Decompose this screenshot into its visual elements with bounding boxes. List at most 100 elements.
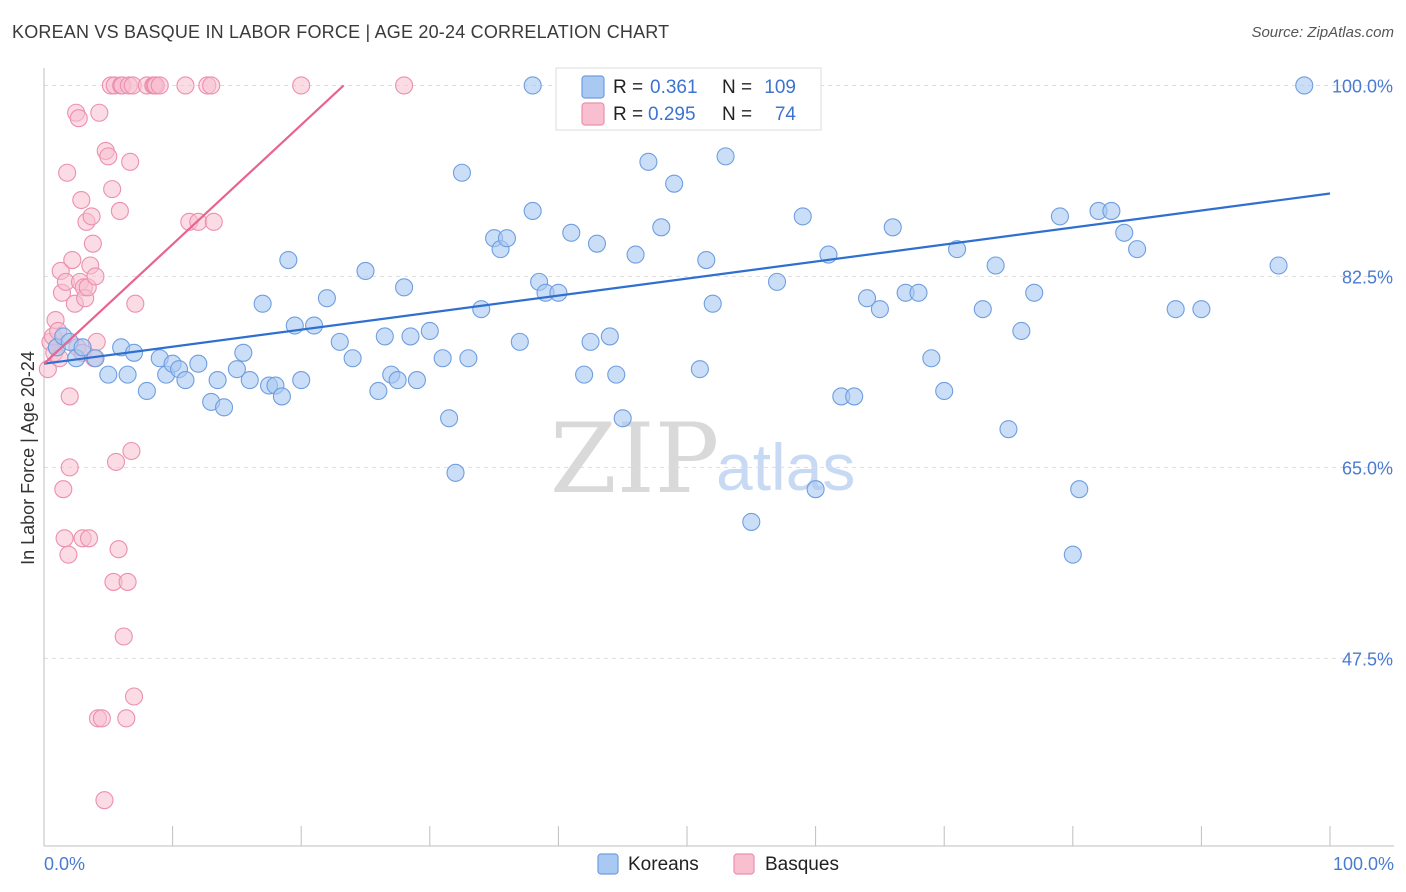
basque-point <box>204 212 223 231</box>
legend-n-label-basques: N = <box>722 104 752 125</box>
basque-point <box>292 76 311 95</box>
basque-point <box>54 480 73 499</box>
basque-point <box>90 103 109 122</box>
korean-point <box>317 289 336 308</box>
y-tick-label: 65.0% <box>1342 458 1393 478</box>
y-tick-label: 82.5% <box>1342 267 1393 287</box>
korean-point <box>1166 300 1185 319</box>
y-axis-title: In Labor Force | Age 20-24 <box>18 351 38 565</box>
legend-r-label-koreans: R = <box>613 77 643 98</box>
watermark-zip: ZIP <box>550 403 719 515</box>
basque-point <box>86 267 105 286</box>
chart-title: KOREAN VS BASQUE IN LABOR FORCE | AGE 20… <box>12 22 670 42</box>
basque-point <box>176 76 195 95</box>
korean-point <box>935 381 954 401</box>
korean-point <box>1012 321 1031 341</box>
basque-points <box>38 76 414 810</box>
x-tick-label-min: 0.0% <box>44 854 85 874</box>
basque-point <box>126 294 145 313</box>
korean-point <box>909 283 928 302</box>
korean-point <box>1070 480 1089 499</box>
korean-point <box>472 300 491 319</box>
korean-point <box>420 321 439 341</box>
korean-point <box>440 409 459 428</box>
basque-point <box>118 572 137 591</box>
watermark-atlas: atlas <box>716 430 855 504</box>
korean-point <box>433 349 452 368</box>
basque-point <box>95 791 114 810</box>
korean-point <box>510 332 529 351</box>
bottom-legend-koreans: Koreans <box>628 854 699 875</box>
basque-trend-line <box>43 84 345 365</box>
korean-point <box>1050 207 1069 226</box>
korean-point <box>600 327 619 346</box>
korean-point <box>973 300 992 319</box>
korean-point <box>459 349 478 368</box>
korean-point <box>1295 76 1314 95</box>
basque-point <box>202 76 221 95</box>
bottom-legend-swatch-basques <box>733 853 755 875</box>
korean-point <box>581 332 600 351</box>
basque-point <box>79 529 99 548</box>
korean-point <box>407 371 426 390</box>
korean-point <box>343 349 362 368</box>
korean-point <box>767 272 787 291</box>
korean-point <box>690 360 709 379</box>
korean-point <box>189 354 208 373</box>
korean-point <box>73 338 92 357</box>
korean-point <box>575 365 594 384</box>
korean-point <box>613 409 632 428</box>
korean-point <box>1063 545 1082 564</box>
korean-point <box>948 240 967 259</box>
korean-point <box>665 174 684 193</box>
korean-point <box>1025 283 1044 302</box>
korean-point <box>305 316 324 335</box>
y-tick-label: 47.5% <box>1342 649 1393 669</box>
basque-point <box>121 152 140 171</box>
korean-point <box>1115 223 1134 242</box>
korean-point <box>857 289 877 308</box>
series-legend: Koreans Basques <box>597 853 839 875</box>
legend-n-value-basques: 74 <box>775 104 797 125</box>
basque-point <box>83 234 102 253</box>
korean-point <box>697 250 716 270</box>
korean-trend-line <box>43 192 1331 365</box>
korean-point <box>999 420 1018 439</box>
basque-point <box>69 109 88 128</box>
basque-point <box>55 529 74 548</box>
korean-point <box>330 332 349 351</box>
korean-point <box>870 300 889 319</box>
korean-point <box>99 365 118 384</box>
legend-swatch-koreans <box>581 75 605 99</box>
legend-r-value-koreans: 0.361 <box>650 77 698 98</box>
basque-point <box>99 147 118 166</box>
basque-point <box>150 76 169 95</box>
basque-point <box>92 709 111 728</box>
basque-point <box>106 452 126 471</box>
korean-point <box>607 365 626 384</box>
legend-r-label-basques: R = <box>613 104 643 125</box>
basque-point <box>60 387 79 406</box>
korean-point <box>742 512 761 531</box>
korean-point <box>562 223 581 242</box>
korean-point <box>1102 201 1121 220</box>
korean-point <box>703 294 722 313</box>
y-tick-label: 100.0% <box>1332 76 1393 96</box>
y-tick-labels: 47.5% 65.0% 82.5% 100.0% <box>1332 76 1393 669</box>
basque-point <box>60 458 79 477</box>
korean-point <box>356 261 375 281</box>
korean-points <box>47 76 1314 564</box>
axes <box>43 68 1394 847</box>
korean-point <box>1269 256 1288 275</box>
x-ticks <box>172 826 1331 846</box>
korean-point <box>883 218 902 237</box>
korean-point <box>986 256 1005 275</box>
basque-point <box>109 540 128 559</box>
legend-n-label-koreans: N = <box>722 77 752 98</box>
korean-point <box>401 327 420 346</box>
korean-point <box>587 234 607 253</box>
korean-point <box>214 398 234 417</box>
korean-point <box>1128 240 1147 259</box>
korean-point <box>639 152 658 171</box>
